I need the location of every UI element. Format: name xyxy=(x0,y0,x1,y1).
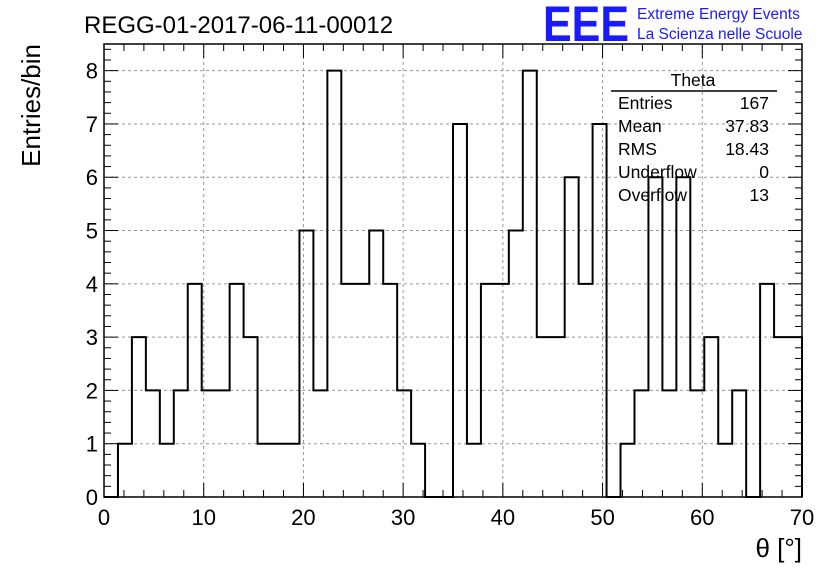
plot-frame xyxy=(103,43,803,498)
stats-title: Theta xyxy=(671,70,716,90)
chart-title: REGG-01-2017-06-11-00012 xyxy=(84,12,393,39)
stats-label-underflow: Underflow xyxy=(618,162,697,182)
x-tick-label: 60 xyxy=(690,505,714,530)
stats-label-entries: Entries xyxy=(618,93,673,113)
y-tick-label: 1 xyxy=(86,432,98,457)
stats-label-rms: RMS xyxy=(618,139,657,159)
stats-label-mean: Mean xyxy=(618,116,662,136)
stats-value-rms: 18.43 xyxy=(725,139,769,159)
y-tick-label: 3 xyxy=(86,325,98,350)
stats-box: Theta Entries 167 Mean 37.83 RMS 18.43 U… xyxy=(611,70,777,205)
logo-mark: EEE xyxy=(543,0,629,52)
y-tick-label: 6 xyxy=(86,165,98,190)
x-tick-label: 0 xyxy=(98,505,110,530)
y-tick-label: 2 xyxy=(86,378,98,403)
x-tick-label: 70 xyxy=(790,505,814,530)
stats-value-underflow: 0 xyxy=(759,162,769,182)
x-tick-label: 40 xyxy=(491,505,515,530)
x-tick-label: 30 xyxy=(391,505,415,530)
x-tick-label: 50 xyxy=(590,505,614,530)
logo-line-2: La Scienza nelle Scuole xyxy=(637,26,802,43)
y-tick-label: 5 xyxy=(86,219,98,244)
y-tick-label: 8 xyxy=(86,59,98,84)
y-axis-title: Entries/bin xyxy=(16,44,46,167)
axis-ticks: 0 10 20 30 40 50 60 70 0 1 2 3 4 5 6 7 8 xyxy=(86,44,814,530)
stats-value-overflow: 13 xyxy=(750,185,769,205)
stats-value-mean: 37.83 xyxy=(725,116,769,136)
histogram-series xyxy=(104,69,803,498)
x-axis-title: θ [°] xyxy=(755,533,802,563)
stats-value-entries: 167 xyxy=(740,93,769,113)
logo-line-1: Extreme Energy Events xyxy=(637,6,800,23)
y-tick-label: 7 xyxy=(86,112,98,137)
stats-label-overflow: Overflow xyxy=(618,185,687,205)
y-tick-label: 4 xyxy=(86,272,98,297)
y-tick-label: 0 xyxy=(86,485,98,510)
x-tick-label: 10 xyxy=(191,505,215,530)
eee-logo: EEE Extreme Energy Events La Scienza nel… xyxy=(543,0,802,52)
x-tick-label: 20 xyxy=(291,505,315,530)
